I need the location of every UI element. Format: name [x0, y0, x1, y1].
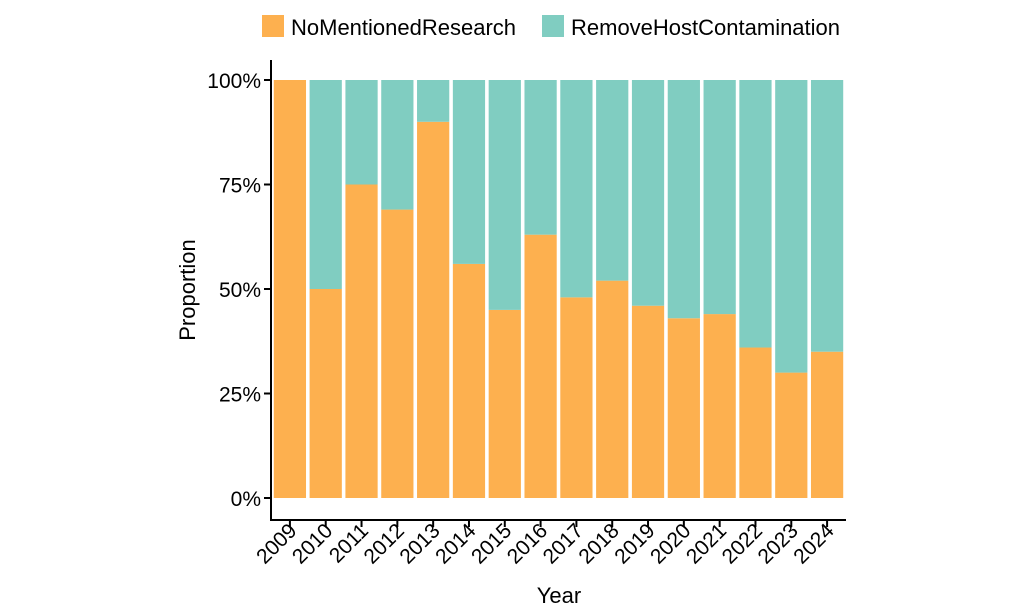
bar-2012-NoMentionedResearch [381, 209, 414, 498]
y-axis-title: Proportion [175, 239, 200, 341]
x-tick-label: 2019 [610, 519, 659, 568]
x-tick-label: 2021 [682, 519, 731, 568]
bar-2010-NoMentionedResearch [309, 289, 342, 498]
bar-2022-NoMentionedResearch [739, 347, 772, 498]
bar-2013-RemoveHostContamination [417, 80, 450, 122]
bar-2009-NoMentionedResearch [273, 80, 307, 498]
x-tick-label: 2010 [288, 519, 337, 568]
bar-2014-RemoveHostContamination [452, 80, 486, 264]
legend-label-0: NoMentionedResearch [291, 15, 516, 40]
x-tick-label: 2011 [325, 519, 373, 567]
bar-2020-RemoveHostContamination [667, 80, 700, 319]
bar-2010-RemoveHostContamination [309, 80, 342, 289]
legend-swatch-0 [262, 15, 284, 37]
bar-2023-RemoveHostContamination [775, 80, 808, 373]
x-tick-label: 2020 [646, 519, 695, 568]
bar-2024-NoMentionedResearch [810, 351, 844, 498]
bar-2011-NoMentionedResearch [345, 184, 378, 498]
x-tick-label: 2024 [789, 519, 839, 569]
bar-2018-RemoveHostContamination [596, 80, 629, 281]
x-tick-label: 2017 [539, 519, 588, 568]
bar-2013-NoMentionedResearch [417, 121, 450, 499]
x-tick-label: 2012 [360, 519, 409, 568]
bar-2023-NoMentionedResearch [775, 372, 808, 498]
x-axis-title: Year [537, 583, 581, 608]
bar-2021-RemoveHostContamination [703, 80, 736, 315]
x-tick-label: 2009 [252, 519, 301, 568]
y-tick-label: 25% [219, 384, 261, 407]
y-tick-label: 75% [219, 175, 261, 198]
bar-2022-RemoveHostContamination [739, 80, 772, 348]
y-tick-label: 0% [231, 488, 261, 511]
bar-2020-NoMentionedResearch [667, 318, 700, 498]
bar-2021-NoMentionedResearch [703, 314, 736, 498]
bar-2019-RemoveHostContamination [631, 80, 665, 306]
bar-2024-RemoveHostContamination [810, 80, 844, 352]
y-tick-label: 100% [207, 70, 261, 93]
bar-2017-RemoveHostContamination [560, 80, 593, 298]
y-tick-label: 50% [219, 279, 261, 302]
x-tick-label: 2016 [503, 519, 552, 568]
x-ticks: 2009201020112012201320142015201620172018… [252, 519, 839, 569]
bar-2012-RemoveHostContamination [381, 80, 414, 210]
x-tick-label: 2022 [718, 519, 767, 568]
x-tick-label: 2015 [467, 519, 516, 568]
bar-2017-NoMentionedResearch [560, 297, 593, 498]
bar-2015-NoMentionedResearch [488, 309, 521, 498]
legend-label-1: RemoveHostContamination [571, 15, 840, 40]
y-ticks: 0% 25% 50% 75% 100% [207, 70, 271, 511]
bar-2018-NoMentionedResearch [596, 280, 629, 498]
bar-2011-RemoveHostContamination [345, 80, 378, 185]
bars [273, 80, 844, 499]
legend: NoMentionedResearch RemoveHostContaminat… [262, 15, 840, 40]
bar-2019-NoMentionedResearch [631, 305, 665, 498]
legend-swatch-1 [542, 15, 564, 37]
x-tick-label: 2023 [754, 519, 803, 568]
bar-2015-RemoveHostContamination [488, 80, 521, 310]
x-tick-label: 2013 [395, 519, 444, 568]
bar-2016-RemoveHostContamination [524, 80, 557, 235]
x-tick-label: 2018 [574, 519, 623, 568]
x-tick-label: 2014 [431, 519, 481, 569]
bar-2014-NoMentionedResearch [452, 263, 486, 498]
bar-2016-NoMentionedResearch [524, 234, 557, 498]
